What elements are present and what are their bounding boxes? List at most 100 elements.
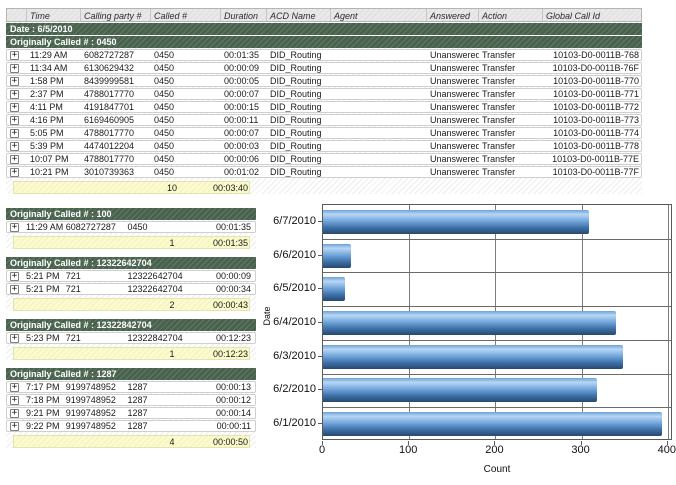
cell-duration: 00:00:15: [224, 102, 260, 112]
cell-calling: 721: [65, 284, 81, 294]
y-tick-label: 6/6/2010: [273, 249, 316, 261]
cell-called: 0450: [154, 102, 175, 112]
cell-calling: 4191847701: [84, 102, 135, 112]
cell-called: 0450: [154, 63, 175, 73]
expand-icon[interactable]: +: [10, 167, 19, 177]
cell-answered: Unanswered: [430, 50, 479, 60]
expand-icon[interactable]: +: [10, 115, 19, 125]
cell-answered: Unanswered: [430, 89, 479, 99]
cell-time: 11:29 AM: [25, 222, 63, 232]
cell-duration: 00:00:11: [216, 421, 252, 431]
expand-icon[interactable]: +: [10, 128, 19, 138]
cell-duration: 00:00:05: [224, 76, 260, 86]
column-header-expand: [7, 9, 27, 21]
table-body: +5:21 PM 721 12322642704 00:00:09 +5:21 PM 72…: [6, 269, 256, 295]
cell-calling: 4788017770: [84, 154, 135, 164]
cell-global_id: 10103-D0-0011B-77F: [552, 167, 639, 177]
cell-time: 10:21 PM: [30, 167, 69, 177]
cell-calling: 6169460905: [84, 115, 135, 125]
cell-called: 0450: [154, 141, 175, 151]
expand-icon[interactable]: +: [10, 421, 19, 431]
cell-called: 0450: [154, 115, 175, 125]
cell-duration: 00:00:12: [215, 395, 252, 405]
table-row: +4:11 PM 4191847701 0450 00:00:15 DID_Routin…: [6, 101, 642, 113]
cell-global_id: 10103-D0-0011B-771: [553, 89, 639, 99]
expand-icon[interactable]: +: [10, 333, 19, 343]
expand-icon[interactable]: +: [10, 50, 19, 60]
summary-count: 4: [169, 436, 175, 447]
cell-called: 12322642704: [127, 271, 183, 281]
group-summary-row: 2 00:00:43: [13, 298, 250, 311]
cell-calling: 4474012204: [84, 141, 135, 151]
cell-answered: Unanswered: [430, 115, 479, 125]
cell-action: Transfer: [482, 76, 516, 86]
cell-duration: 00:00:07: [224, 89, 260, 99]
table-header-row: Time Calling party # Called # Duration ACD N…: [6, 8, 642, 22]
cell-acd: DID_Routing: [270, 50, 322, 60]
expand-cell: +: [7, 63, 27, 73]
y-tick-mark: [318, 356, 322, 357]
summary-count: 1: [169, 237, 175, 248]
cell-time: 9:22 PM: [25, 421, 60, 431]
originally-called-band: Originally Called # : 100: [6, 208, 256, 220]
cell-called: 0450: [154, 128, 175, 138]
x-tick-mark: [667, 441, 668, 445]
cell-called: 0450: [127, 222, 148, 232]
cell-duration: 00:01:35: [215, 222, 252, 232]
expand-icon[interactable]: +: [10, 63, 19, 73]
expand-icon[interactable]: +: [10, 141, 19, 151]
expand-cell: +: [7, 382, 23, 392]
originally-called-band: Originally Called # : 12322842704: [6, 319, 256, 331]
y-tick-label: 6/1/2010: [273, 417, 316, 429]
table-row: +5:21 PM 721 12322642704 00:00:09: [6, 270, 256, 282]
expand-icon[interactable]: +: [10, 271, 19, 281]
band-divider: [323, 407, 671, 408]
expand-icon[interactable]: +: [10, 408, 19, 418]
cell-time: 10:07 PM: [30, 154, 69, 164]
expand-icon[interactable]: +: [10, 102, 19, 112]
expand-icon[interactable]: +: [10, 395, 19, 405]
y-tick-mark: [318, 255, 322, 256]
cell-time: 7:17 PM: [25, 382, 60, 392]
cell-duration: 00:00:13: [215, 382, 252, 392]
expand-icon[interactable]: +: [10, 76, 19, 86]
cell-duration: 00:00:11: [224, 115, 259, 125]
y-tick-label: 6/3/2010: [273, 350, 316, 362]
expand-icon[interactable]: +: [10, 284, 19, 294]
expand-cell: +: [7, 271, 23, 281]
table-row: +2:37 PM 4788017770 0450 00:00:07 DID_Routin…: [6, 88, 642, 100]
call-group-section: Originally Called # : 12322642704 +5:21 P…: [6, 257, 256, 311]
expand-icon[interactable]: +: [10, 154, 19, 164]
table-row: +5:21 PM 721 12322642704 00:00:34: [6, 283, 256, 295]
table-row: +5:05 PM 4788017770 0450 00:00:07 DID_Routin…: [6, 127, 642, 139]
y-tick-label: 6/2/2010: [273, 383, 316, 395]
cell-answered: Unanswered: [430, 128, 479, 138]
expand-icon[interactable]: +: [10, 89, 19, 99]
originally-called-band: Originally Called # : 0450: [6, 36, 642, 48]
cell-called: 0450: [154, 76, 175, 86]
group-summary-row: 1 00:01:35: [13, 236, 250, 249]
cell-global_id: 10103-D0-0011B-768: [553, 50, 639, 60]
cell-action: Transfer: [482, 167, 516, 177]
expand-icon[interactable]: +: [10, 222, 19, 232]
summary-count: 10: [166, 182, 177, 193]
band-divider: [323, 374, 671, 375]
column-header-called-: Called #: [151, 9, 221, 21]
band-divider: [323, 272, 671, 273]
cell-calling: 3010739363: [84, 167, 135, 177]
cell-global_id: 10103-D0-0011B-772: [553, 102, 639, 112]
cell-action: Transfer: [482, 102, 516, 112]
y-tick-mark: [318, 221, 322, 222]
expand-icon[interactable]: +: [10, 382, 19, 392]
summary-duration: 00:00:50: [212, 436, 248, 447]
table-row: +5:39 PM 4474012204 0450 00:00:03 DID_Routin…: [6, 140, 642, 152]
cell-acd: DID_Routing: [270, 63, 322, 73]
cell-calling: 8439999581: [84, 76, 135, 86]
cell-duration: 00:01:02: [224, 167, 260, 177]
cell-calling: 4788017770: [84, 89, 135, 99]
x-tick-label: 200: [485, 444, 504, 456]
cell-calling: 6082727287: [84, 50, 135, 60]
summary-duration: 00:03:40: [212, 182, 248, 193]
cell-answered: Unanswered: [430, 63, 479, 73]
cell-action: Transfer: [482, 154, 516, 164]
